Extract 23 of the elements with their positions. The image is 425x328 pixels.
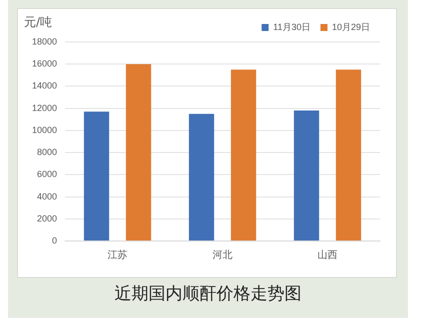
y-tick-label: 16000	[32, 58, 58, 69]
y-tick-label: 4000	[36, 191, 58, 202]
y-axis-title: 元/吨	[24, 15, 52, 30]
y-tick-label: 10000	[32, 124, 58, 135]
y-tick-label: 18000	[32, 36, 58, 46]
y-tick-label: 8000	[36, 147, 58, 158]
legend-label: 10月29日	[332, 22, 370, 32]
x-tick-label: 江苏	[108, 248, 128, 261]
x-tick-label: 河北	[212, 248, 233, 261]
legend-label: 11月30日	[273, 22, 310, 32]
bar	[84, 112, 110, 240]
bar	[230, 70, 256, 240]
text: 近期国内顺酐价格走势图	[114, 283, 302, 305]
x-tick-label: 山西	[318, 248, 338, 261]
bar	[188, 114, 214, 240]
bar	[126, 64, 152, 240]
bar	[336, 70, 362, 240]
y-tick-label: 12000	[32, 102, 58, 113]
y-tick-label: 0	[52, 235, 58, 246]
y-tick-label: 14000	[32, 80, 58, 91]
y-tick-label: 2000	[36, 213, 58, 224]
bar	[294, 110, 320, 240]
y-tick-label: 6000	[36, 169, 58, 180]
